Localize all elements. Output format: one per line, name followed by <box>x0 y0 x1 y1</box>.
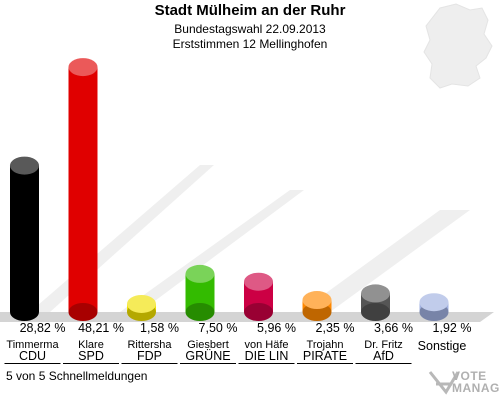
value-label-4: 7,50 % <box>199 321 238 335</box>
germany-map-icon <box>423 3 493 89</box>
bar-cap-6 <box>302 291 332 310</box>
bar-base-1 <box>10 303 39 321</box>
candidate-label-5: von Häfe <box>244 339 288 351</box>
bar-1 <box>10 165 39 312</box>
chart-subtitle-2: Erststimmen 12 Mellinghofen <box>172 37 328 51</box>
bar-cap-4 <box>185 264 215 283</box>
vote-manager-logo: VOTE MANAGER <box>452 370 500 394</box>
candidate-label-3: Rittersha <box>127 339 172 351</box>
value-label-5: 5,96 % <box>257 321 296 335</box>
bar-cap-3 <box>127 294 156 313</box>
value-label-1: 28,82 % <box>20 321 66 335</box>
bar-base-7 <box>361 303 390 321</box>
bar-2 <box>68 67 98 312</box>
bar-base-5 <box>244 303 273 321</box>
party-label-2: SPD <box>78 349 104 363</box>
party-label-6: PIRATE <box>303 349 347 363</box>
candidate-label-6: Trojahn <box>307 339 344 351</box>
bar-base-4 <box>185 303 215 321</box>
vote-manager-logo-icon <box>428 371 460 395</box>
bar-base-2 <box>68 303 98 321</box>
value-label-3: 1,58 % <box>140 321 179 335</box>
party-label-5: DIE LIN <box>245 349 289 363</box>
background-stripe <box>300 210 470 312</box>
party-label-4: GRÜNE <box>185 349 230 363</box>
candidate-label-1: Timmerma <box>6 339 59 351</box>
chart-subtitle: Bundestagswahl 22.09.2013 <box>174 22 326 36</box>
footer-note: 5 von 5 Schnellmeldungen <box>6 369 148 383</box>
bar-cap-2 <box>68 58 98 77</box>
background-stripe <box>120 190 304 312</box>
bar-cap-5 <box>244 272 273 291</box>
party-label-7: AfD <box>373 349 394 363</box>
candidate-label-7: Dr. Fritz <box>364 339 403 351</box>
chart-title: Stadt Mülheim an der Ruhr <box>154 2 346 19</box>
value-label-2: 48,21 % <box>78 321 124 335</box>
party-label-3: FDP <box>137 349 162 363</box>
logo-line-1: VOTE <box>452 369 487 383</box>
party-label-1: CDU <box>19 349 46 363</box>
bar-cap-7 <box>361 284 390 303</box>
value-label-7: 3,66 % <box>374 321 413 335</box>
candidate-label-2: Klare <box>78 339 104 351</box>
candidate-label-4: Giesbert <box>187 339 229 351</box>
logo-line-2: MANAGER <box>452 381 500 395</box>
bar-cap-8 <box>419 293 449 312</box>
bar-cap-1 <box>10 156 39 175</box>
value-label-6: 2,35 % <box>316 321 355 335</box>
value-label-8: 1,92 % <box>433 321 472 335</box>
party-label-8: Sonstige <box>418 339 467 353</box>
